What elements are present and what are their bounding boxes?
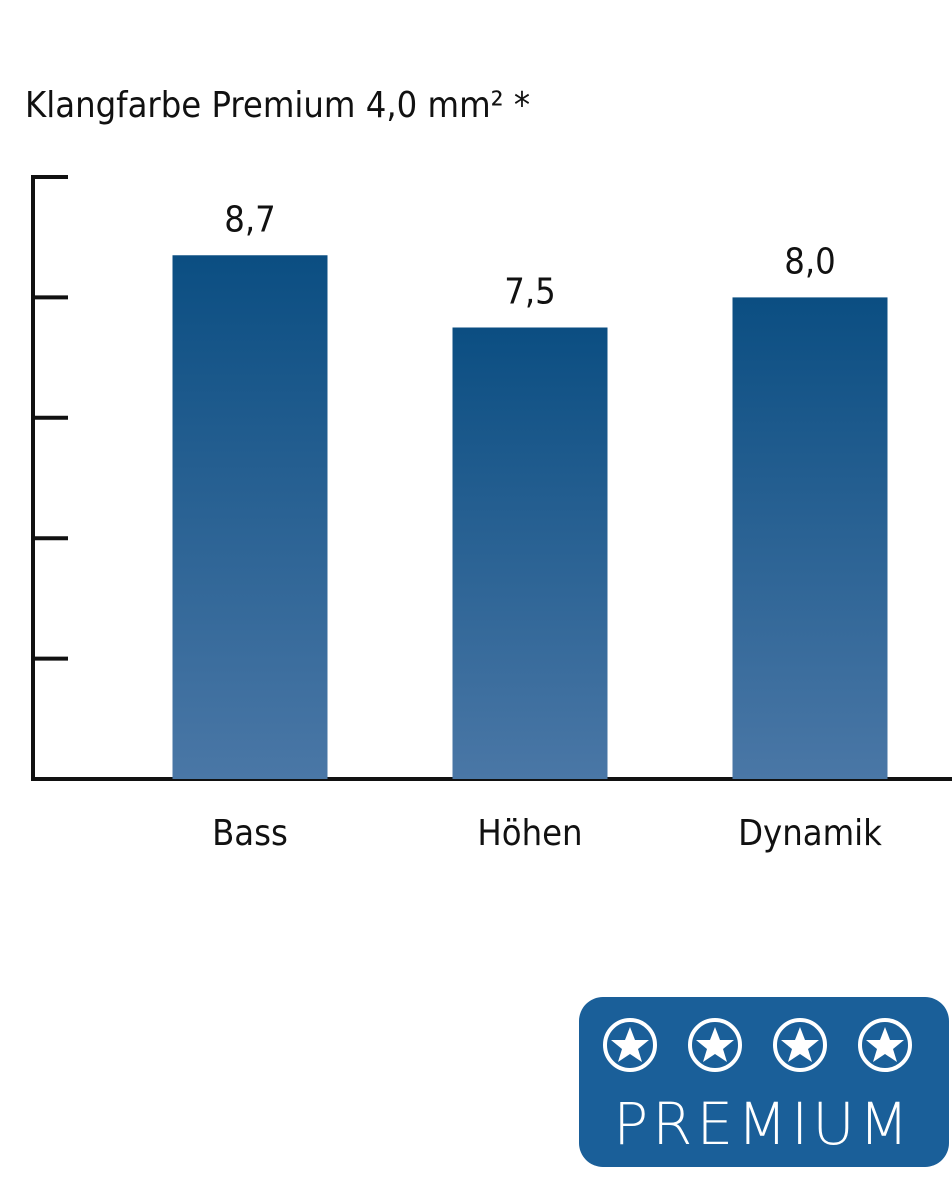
value-label: 8,0 [784, 241, 836, 282]
badge: PREMIUM [579, 997, 949, 1167]
bar [732, 297, 888, 779]
x-tick-label: Dynamik [738, 813, 882, 854]
value-label: 8,7 [224, 199, 276, 240]
chart-title: Klangfarbe Premium 4,0 mm² * [25, 85, 530, 126]
value-label: 7,5 [504, 272, 556, 313]
bar [172, 255, 328, 779]
x-tick-label: Höhen [477, 813, 582, 854]
badge-stars [603, 1018, 912, 1072]
x-tick-label: Bass [212, 813, 288, 854]
badge-star-shapes [611, 1027, 904, 1062]
bar [452, 327, 608, 779]
badge-box [579, 997, 949, 1167]
badge-text: PREMIUM [613, 1090, 913, 1158]
